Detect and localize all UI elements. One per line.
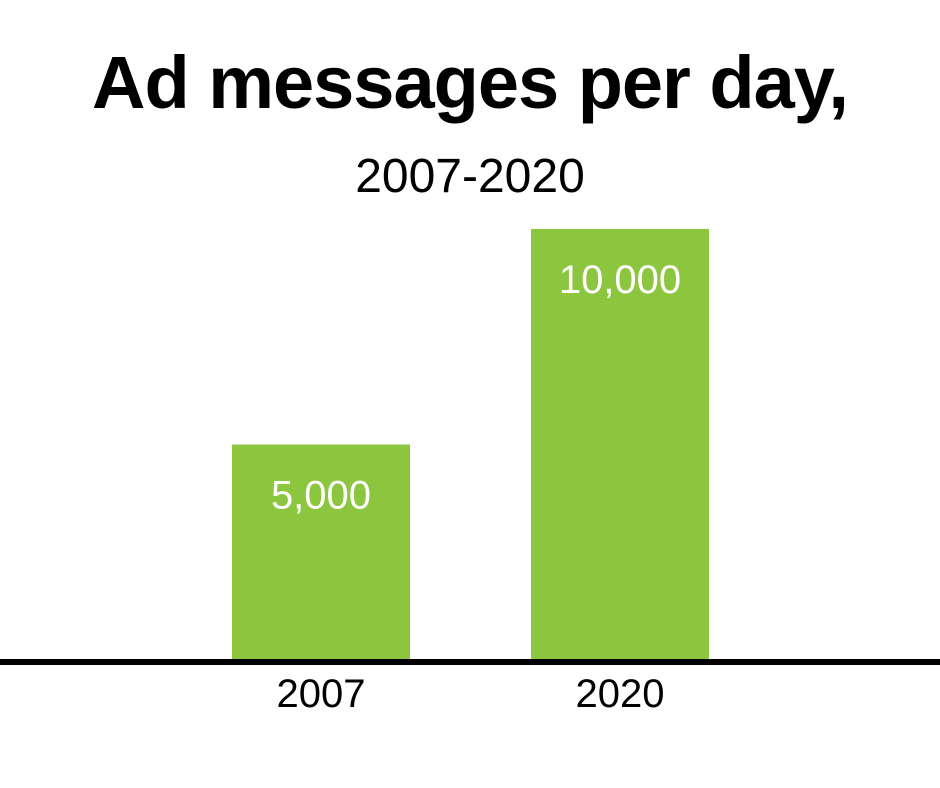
x-tick-label-2007: 2007: [277, 672, 366, 716]
chart-title: Ad messages per day,: [92, 41, 849, 124]
bar-2020: [531, 229, 709, 660]
data-label-2020: 10,000: [559, 258, 681, 302]
bar-2007: [232, 444, 410, 660]
x-tick-label-2020: 2020: [576, 672, 665, 716]
data-label-2007: 5,000: [271, 474, 371, 518]
chart-subtitle: 2007-2020: [355, 150, 585, 203]
